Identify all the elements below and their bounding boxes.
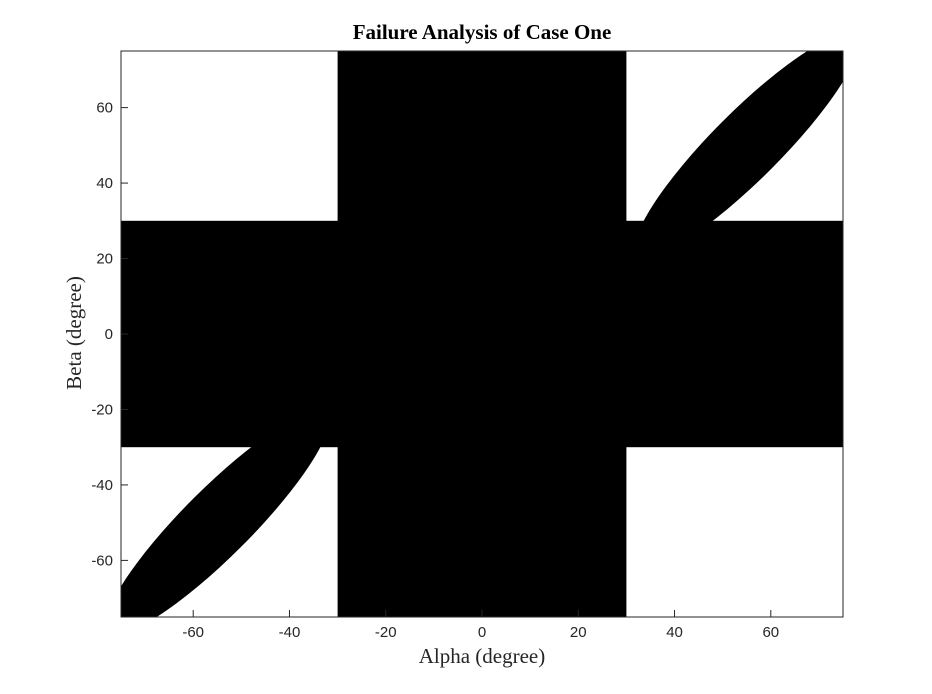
x-tick-label: 60 xyxy=(762,624,779,641)
y-tick-label: 60 xyxy=(96,100,113,117)
y-axis: -60 -40 -20 0 20 40 60 xyxy=(91,100,128,569)
y-tick-label: -40 xyxy=(91,477,113,494)
failure-ellipse-3 xyxy=(635,51,843,257)
x-axis: -60 -40 -20 0 20 40 60 xyxy=(182,610,779,641)
x-tick-label: 0 xyxy=(478,624,486,641)
x-tick-label: 40 xyxy=(666,624,683,641)
x-tick-label: -40 xyxy=(279,624,301,641)
y-axis-label: Beta (degree) xyxy=(62,276,86,390)
y-tick-label: -20 xyxy=(91,401,113,418)
y-tick-label: 20 xyxy=(96,251,113,268)
chart-title: Failure Analysis of Case One xyxy=(353,20,612,44)
failure-ellipse-4 xyxy=(121,411,329,617)
x-tick-label: 20 xyxy=(570,624,587,641)
failure-band-2 xyxy=(121,220,843,448)
y-tick-label: 40 xyxy=(96,175,113,192)
x-tick-label: -60 xyxy=(182,624,204,641)
y-tick-label: 0 xyxy=(105,326,113,343)
x-axis-label: Alpha (degree) xyxy=(419,644,546,668)
x-tick-label: -20 xyxy=(375,624,397,641)
failure-regions xyxy=(121,51,843,617)
y-tick-label: -60 xyxy=(91,552,113,569)
